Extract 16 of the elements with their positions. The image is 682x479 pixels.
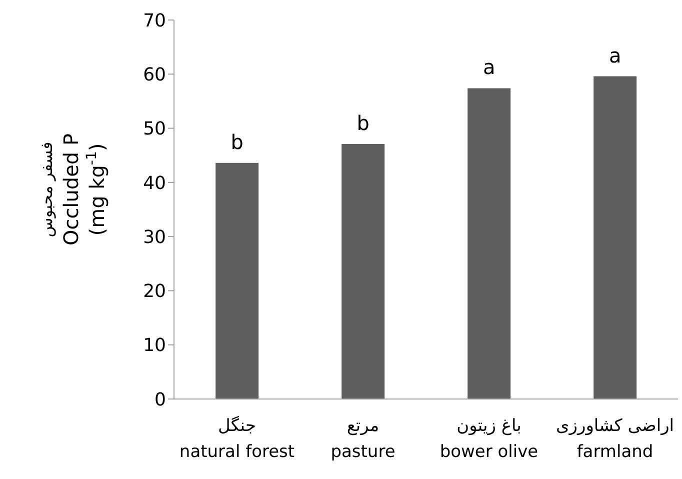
y-tick-label: 40 (143, 172, 166, 194)
annotation: b (356, 110, 370, 135)
y-tick-label: 60 (143, 64, 166, 86)
y-tick-label: 30 (143, 226, 166, 248)
bar (594, 76, 637, 399)
annotation: a (482, 55, 496, 80)
y-tick-label: 50 (143, 118, 166, 140)
bar (342, 144, 385, 399)
annotation: a (608, 43, 622, 68)
bar (468, 88, 511, 399)
bar (216, 162, 259, 399)
y-tick-label: 70 (143, 10, 166, 32)
annotation: b (230, 130, 244, 154)
y-tick-label: 10 (143, 335, 166, 356)
y-tick-label: 0 (154, 389, 166, 410)
y-tick-label: 20 (143, 281, 166, 302)
